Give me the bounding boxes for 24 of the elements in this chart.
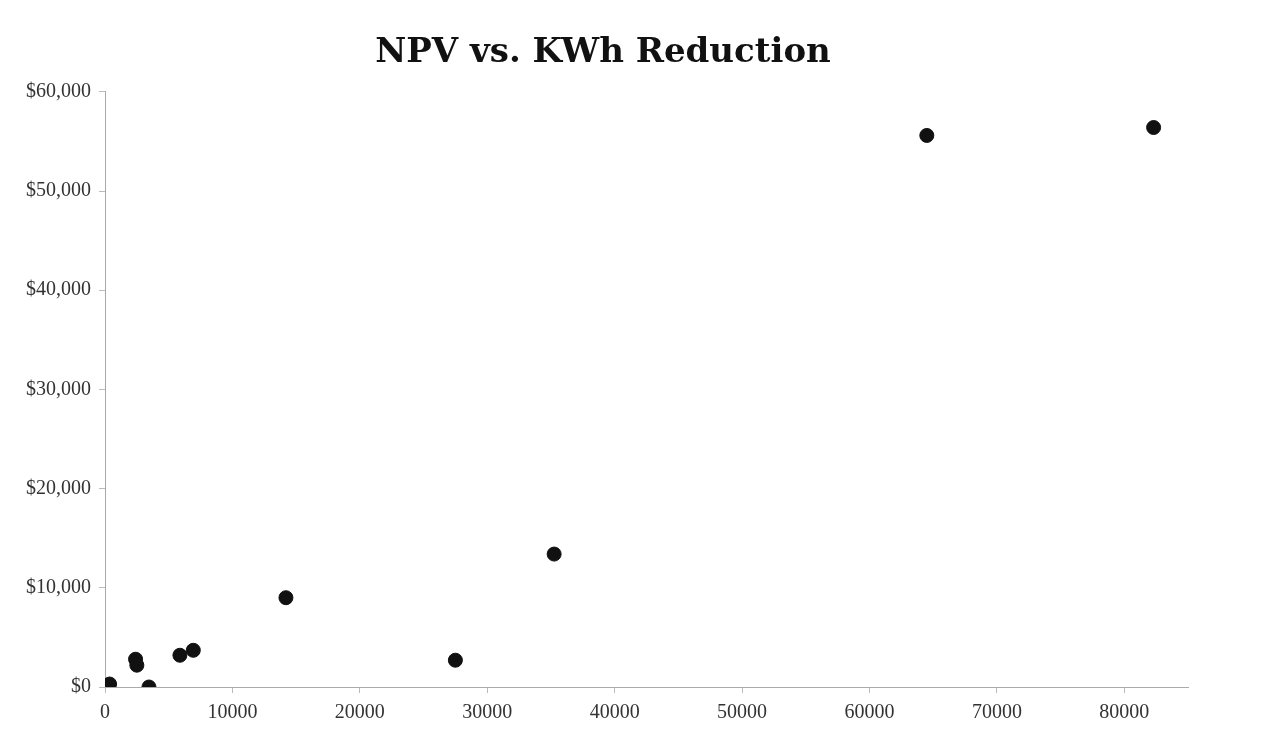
point [1146, 120, 1162, 136]
point [546, 546, 562, 562]
y-tick-label: $60,000 [26, 79, 91, 102]
y-tick-label: $10,000 [26, 575, 91, 598]
x-tick-label: 20000 [334, 700, 385, 723]
x-tick-label: 70000 [971, 700, 1022, 723]
point [278, 590, 294, 606]
point [447, 652, 463, 668]
point [172, 647, 188, 663]
y-tick-label: $0 [71, 674, 91, 697]
x-tick-label: 60000 [844, 700, 895, 723]
y-tick-label: $40,000 [26, 277, 91, 300]
x-tick-label: 30000 [462, 700, 513, 723]
chart-title: NPV vs. KWh Reduction [375, 30, 831, 71]
x-tick-label: 40000 [589, 700, 640, 723]
y-tick-label: $50,000 [26, 178, 91, 201]
point [919, 127, 935, 143]
x-tick-label: 10000 [207, 700, 258, 723]
y-tick-label: $20,000 [26, 475, 91, 498]
x-tick-label: 50000 [717, 700, 768, 723]
point [185, 642, 201, 658]
y-tick-label: $30,000 [26, 376, 91, 399]
x-tick-label: 0 [100, 700, 110, 723]
x-tick-label: 80000 [1099, 700, 1150, 723]
